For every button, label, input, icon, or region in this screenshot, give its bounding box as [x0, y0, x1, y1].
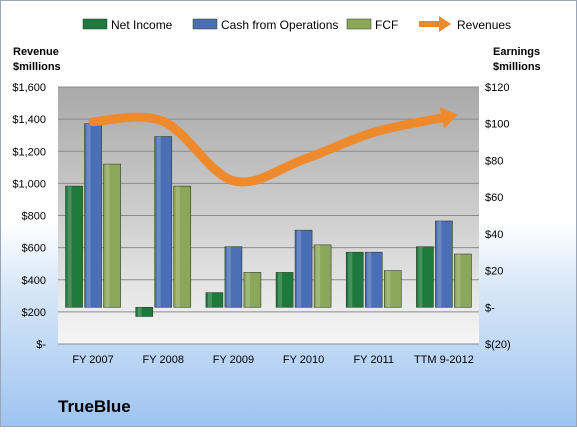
bar-highlight: [456, 254, 461, 308]
bar-highlight: [316, 244, 321, 308]
bar-cash-from-operations: [224, 246, 243, 308]
bar-fcf: [383, 270, 402, 308]
y-right-tick-label: $20: [485, 266, 503, 278]
bar-highlight: [367, 252, 372, 308]
bar-highlight: [137, 307, 142, 317]
bar-fcf: [454, 253, 472, 308]
y-left-axis-title: $millions: [13, 61, 61, 73]
bar-highlight: [245, 272, 250, 308]
x-tick-label: FY 2007: [72, 354, 113, 366]
x-tick-label: TTM 9-2012: [414, 354, 474, 366]
bar-net-income: [135, 306, 154, 317]
legend-swatch-fcf: [346, 18, 372, 30]
bar-fcf: [313, 244, 332, 308]
bar-highlight: [226, 246, 231, 308]
y-left-tick-label: $200: [22, 307, 46, 319]
bar-fcf: [173, 185, 192, 308]
bar-cash-from-operations: [435, 220, 453, 308]
y-right-tick-label: $80: [485, 155, 503, 167]
y-right-tick-label: $40: [485, 229, 503, 241]
y-left-tick-label: $1,200: [12, 146, 46, 158]
x-tick-label: FY 2011: [353, 354, 394, 366]
bar-fcf: [243, 272, 262, 308]
x-tick-label: FY 2010: [283, 354, 324, 366]
y-right-tick-label: $120: [485, 82, 509, 94]
y-left-tick-label: $1,400: [12, 114, 46, 126]
y-right-tick-label: $-: [485, 302, 495, 314]
legend-swatch-cash-from-operations: [192, 18, 218, 30]
y-right-tick-label: $100: [485, 119, 509, 131]
bar-net-income: [65, 185, 83, 308]
revenue-line: [88, 107, 458, 187]
bar-highlight: [156, 136, 161, 308]
bar-highlight: [386, 270, 391, 308]
legend: Net Income Cash from Operations FCF Revenue…: [82, 16, 511, 32]
bar-cash-from-operations: [364, 251, 383, 308]
bar-highlight: [278, 272, 283, 308]
bar-highlight: [437, 221, 442, 308]
y-left-tick-label: $400: [22, 275, 46, 287]
legend-label: Cash from Operations: [221, 18, 338, 32]
y-left-tick-label: $800: [22, 211, 46, 223]
bar-cash-from-operations: [294, 229, 313, 308]
legend-label: FCF: [375, 18, 398, 32]
y-left-tick-label: $1,600: [12, 82, 46, 94]
legend-swatch-net-income: [82, 18, 108, 30]
revenue-line-path: [88, 112, 449, 187]
company-name: TrueBlue: [58, 397, 131, 416]
x-tick-label: FY 2008: [143, 354, 184, 366]
bar-series: [65, 123, 472, 317]
revenue-arrowhead: [439, 107, 458, 129]
bar-highlight: [67, 186, 72, 308]
axes: $- $200 $400 $600 $800 $1,000 $1,200 $1,400 $1,6…: [12, 46, 540, 366]
y-left-tick-label: $600: [22, 243, 46, 255]
y-right-tick-label: $60: [485, 192, 503, 204]
bar-net-income: [416, 246, 434, 308]
bar-fcf: [103, 163, 121, 308]
y-left-tick-label: $-: [36, 339, 46, 351]
bar-net-income: [345, 251, 364, 308]
bar-highlight: [105, 164, 110, 308]
y-left-tick-label: $1,000: [12, 178, 46, 190]
legend-label: Revenues: [457, 18, 511, 32]
bar-highlight: [175, 186, 180, 308]
y-left-axis-title: Revenue: [13, 46, 59, 58]
bar-highlight: [207, 292, 212, 308]
bar-net-income: [205, 292, 224, 308]
y-right-axis-title: $millions: [493, 61, 541, 73]
bar-cash-from-operations: [154, 136, 173, 308]
bar-highlight: [418, 246, 423, 308]
x-tick-label: FY 2009: [213, 354, 254, 366]
legend-label: Net Income: [111, 18, 173, 32]
y-right-axis-title: Earnings: [493, 46, 540, 58]
bar-highlight: [86, 123, 91, 308]
bar-net-income: [275, 272, 294, 308]
legend-arrow-icon: [439, 16, 451, 32]
y-right-tick-label: $(20): [485, 339, 511, 351]
bar-highlight: [348, 252, 353, 308]
bar-highlight: [297, 230, 302, 308]
